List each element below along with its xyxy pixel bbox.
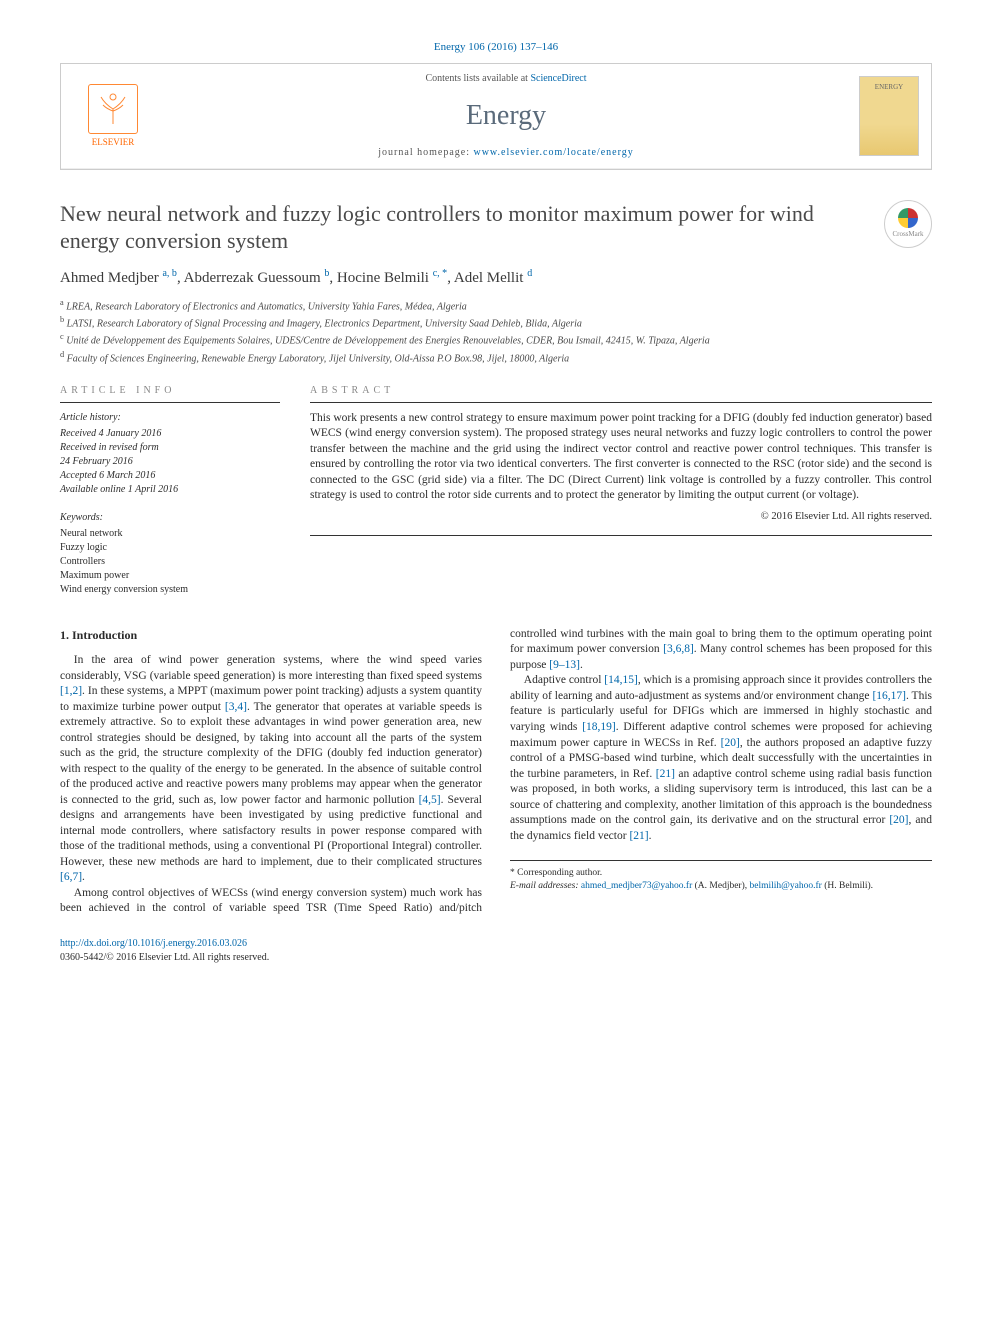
ref-link[interactable]: [18,19] <box>582 721 616 733</box>
ref-link[interactable]: [1,2] <box>60 685 82 697</box>
paragraph: Adaptive control [14,15], which is a pro… <box>510 673 932 844</box>
ref-link[interactable]: [14,15] <box>604 674 638 686</box>
affiliation-line: b LATSI, Research Laboratory of Signal P… <box>60 314 932 331</box>
article-info-label: ARTICLE INFO <box>60 384 280 398</box>
email-link[interactable]: belmilih@yahoo.fr <box>750 881 822 891</box>
keyword: Maximum power <box>60 569 280 583</box>
ref-link[interactable]: [20] <box>889 814 908 826</box>
issn-copyright: 0360-5442/© 2016 Elsevier Ltd. All right… <box>60 952 269 963</box>
author-list: Ahmed Medjber a, b, Abderrezak Guessoum … <box>60 267 932 289</box>
doi-link[interactable]: http://dx.doi.org/10.1016/j.energy.2016.… <box>60 938 247 949</box>
keyword: Neural network <box>60 527 280 541</box>
citation-line: Energy 106 (2016) 137–146 <box>60 40 932 55</box>
journal-homepage: journal homepage: www.elsevier.com/locat… <box>153 146 859 160</box>
paragraph: In the area of wind power generation sys… <box>60 653 482 886</box>
ref-link[interactable]: [20] <box>721 737 740 749</box>
ref-link[interactable]: [3,4] <box>225 701 247 713</box>
article-info: ARTICLE INFO Article history: Received 4… <box>60 384 280 597</box>
history-line: Received 4 January 2016 <box>60 427 280 441</box>
affiliations: a LREA, Research Laboratory of Electroni… <box>60 297 932 366</box>
history-line: Received in revised form <box>60 441 280 455</box>
keywords-head: Keywords: <box>60 511 280 525</box>
publisher-logo: ELSEVIER <box>73 84 153 149</box>
article-title: New neural network and fuzzy logic contr… <box>60 200 864 255</box>
history-line: Available online 1 April 2016 <box>60 483 280 497</box>
crossmark-badge[interactable]: CrossMark <box>884 200 932 248</box>
corr-author-note: * Corresponding author. <box>510 867 932 880</box>
publisher-name: ELSEVIER <box>92 136 135 149</box>
affiliation-line: a LREA, Research Laboratory of Electroni… <box>60 297 932 314</box>
history-head: Article history: <box>60 411 280 425</box>
sciencedirect-link[interactable]: ScienceDirect <box>530 73 586 84</box>
ref-link[interactable]: [16,17] <box>872 690 906 702</box>
affiliation-line: d Faculty of Sciences Engineering, Renew… <box>60 349 932 366</box>
corresponding-footnote: * Corresponding author. E-mail addresses… <box>510 860 932 893</box>
journal-name: Energy <box>153 96 859 135</box>
section-heading-intro: 1. Introduction <box>60 627 482 643</box>
ref-link[interactable]: [21] <box>629 830 648 842</box>
contents-available: Contents lists available at ScienceDirec… <box>153 72 859 86</box>
journal-header: ELSEVIER Contents lists available at Sci… <box>60 63 932 169</box>
history-line: Accepted 6 March 2016 <box>60 469 280 483</box>
crossmark-icon <box>898 208 918 228</box>
body-text: 1. Introduction In the area of wind powe… <box>60 627 932 917</box>
keyword: Fuzzy logic <box>60 541 280 555</box>
ref-link[interactable]: [4,5] <box>419 794 441 806</box>
elsevier-tree-icon <box>88 84 138 134</box>
abstract-label: ABSTRACT <box>310 384 932 398</box>
crossmark-label: CrossMark <box>892 230 923 240</box>
homepage-link[interactable]: www.elsevier.com/locate/energy <box>473 147 633 158</box>
abstract-text: This work presents a new control strateg… <box>310 411 932 504</box>
abstract: ABSTRACT This work presents a new contro… <box>310 384 932 597</box>
email-link[interactable]: ahmed_medjber73@yahoo.fr <box>581 881 692 891</box>
page-footer: http://dx.doi.org/10.1016/j.energy.2016.… <box>60 937 932 965</box>
affiliation-line: c Unité de Développement des Equipements… <box>60 331 932 348</box>
email-line: E-mail addresses: ahmed_medjber73@yahoo.… <box>510 880 932 893</box>
ref-link[interactable]: [3,6,8] <box>663 643 694 655</box>
ref-link[interactable]: [9–13] <box>549 659 580 671</box>
ref-link[interactable]: [21] <box>656 768 675 780</box>
history-line: 24 February 2016 <box>60 455 280 469</box>
ref-link[interactable]: [6,7] <box>60 871 82 883</box>
keyword: Wind energy conversion system <box>60 583 280 597</box>
journal-cover-thumb: ENERGY <box>859 76 919 156</box>
keyword: Controllers <box>60 555 280 569</box>
abstract-copyright: © 2016 Elsevier Ltd. All rights reserved… <box>310 510 932 525</box>
